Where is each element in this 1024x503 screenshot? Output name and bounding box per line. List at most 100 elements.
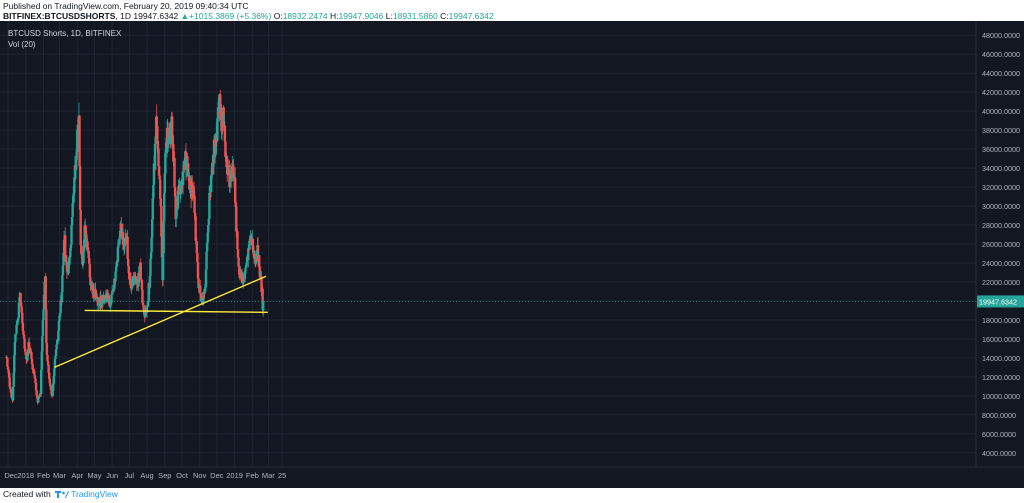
candle-body	[167, 133, 170, 148]
candles-layer	[5, 89, 265, 405]
candle-body	[171, 116, 174, 136]
candle-body	[160, 205, 163, 237]
candle-body	[80, 245, 83, 254]
candle-body	[70, 225, 73, 245]
candle-body	[194, 216, 197, 241]
candle-body	[26, 349, 30, 356]
candle-body	[30, 358, 34, 365]
candle-body	[196, 262, 200, 279]
price-axis[interactable]: 4000.0000 6000.0000 8000.0000 10000.0000 120…	[982, 31, 1020, 458]
candle-body	[78, 115, 81, 167]
candle-body	[60, 292, 63, 303]
candle-body	[157, 165, 161, 176]
candle-body	[205, 242, 209, 252]
candle-body	[42, 309, 45, 321]
candle-body	[251, 239, 255, 251]
open-value: 18932.2474	[282, 11, 328, 21]
candle-body	[82, 239, 86, 252]
price-tick-label: 14000.0000	[982, 354, 1020, 363]
candle-body	[41, 336, 44, 352]
candle-body	[173, 157, 176, 188]
candle-body	[121, 231, 125, 245]
time-tick-label: Dec	[210, 471, 224, 480]
candle-body	[52, 376, 55, 384]
candle-body	[196, 252, 199, 263]
header-bar: Published on TradingView.com, February 2…	[3, 1, 1021, 11]
candle-body	[204, 287, 207, 289]
candle-body	[122, 246, 126, 250]
candle-body	[237, 257, 240, 267]
candle-body	[130, 282, 134, 289]
chart-pane[interactable]: 4000.0000 6000.0000 8000.0000 10000.0000 120…	[0, 21, 1024, 488]
candle-body	[13, 342, 17, 356]
candle-body	[117, 244, 120, 248]
time-tick-label: 2019	[226, 471, 243, 480]
candle-body	[162, 221, 165, 254]
candle-body	[193, 195, 196, 213]
symbol-name[interactable]: BITFINEX:BTCUSDSHORTS	[3, 11, 116, 21]
candle-body	[73, 177, 76, 194]
candle-body	[88, 258, 91, 265]
candle-body	[202, 291, 205, 300]
candle-body	[38, 393, 42, 396]
candle-body	[19, 302, 23, 307]
candle-body	[64, 235, 67, 257]
interval-label[interactable]: 1D	[120, 11, 131, 21]
candle-body	[227, 166, 230, 170]
candle-body	[239, 272, 243, 275]
candle-body	[70, 216, 74, 226]
candle-body	[204, 269, 208, 288]
candle-body	[26, 355, 29, 361]
candle-body	[242, 282, 245, 283]
last-price-badge[interactable]	[977, 295, 1024, 308]
candle-body	[159, 179, 162, 199]
candle-body	[53, 359, 57, 369]
price-tick-label: 22000.0000	[982, 278, 1020, 287]
price-tick-label: 28000.0000	[982, 221, 1020, 230]
candle-body	[187, 163, 190, 177]
price-tick-label: 8000.0000	[982, 411, 1016, 420]
candle-body	[64, 256, 67, 262]
candle-body	[46, 355, 49, 361]
price-tick-label: 10000.0000	[982, 392, 1020, 401]
candle-body	[46, 360, 50, 365]
candle-body	[219, 104, 223, 120]
candle-body	[65, 261, 69, 272]
chart-title[interactable]: BTCUSD Shorts, 1D, BITFINEX	[8, 29, 122, 38]
candle-body	[252, 250, 255, 254]
candle-body	[54, 355, 57, 360]
candle-body	[110, 294, 113, 303]
volume-indicator-label[interactable]: Vol (20)	[8, 40, 36, 49]
created-with-text: Created with	[3, 489, 51, 499]
candle-body	[151, 198, 154, 220]
brand-name[interactable]: TradingView	[71, 489, 118, 499]
time-axis[interactable]: Dec 2018 Feb Mar Apr May Jun Jul Aug Sep Oct Nov Dec…	[4, 471, 286, 480]
candle-body	[9, 389, 13, 393]
candle-body	[155, 116, 158, 127]
candle-body	[259, 275, 263, 277]
price-tick-label: 26000.0000	[982, 240, 1020, 249]
time-tick-label: 2018	[17, 471, 34, 480]
candle-body	[222, 107, 225, 127]
time-tick-label: May	[87, 471, 101, 480]
candle-body	[44, 276, 47, 310]
candle-body	[228, 182, 232, 188]
chart-background	[0, 21, 1024, 488]
trendline-horizontal[interactable]	[84, 309, 268, 314]
candle-body	[13, 355, 16, 373]
price-tick-label: 6000.0000	[982, 430, 1016, 439]
candlestick-chart[interactable]: 4000.0000 6000.0000 8000.0000 10000.0000 120…	[0, 21, 1024, 488]
candle-body	[160, 236, 164, 258]
price-tick-label: 32000.0000	[982, 183, 1020, 192]
candle-body	[248, 238, 252, 241]
candle-body	[82, 251, 85, 263]
candle-body	[24, 351, 27, 356]
candle-body	[114, 266, 118, 272]
trendline-rising[interactable]	[54, 275, 267, 369]
candle-body	[154, 137, 157, 144]
candle-body	[89, 285, 93, 286]
price-tick-label: 24000.0000	[982, 259, 1020, 268]
candle-body	[37, 398, 40, 403]
candle-body	[52, 383, 55, 391]
candle-body	[75, 152, 78, 160]
